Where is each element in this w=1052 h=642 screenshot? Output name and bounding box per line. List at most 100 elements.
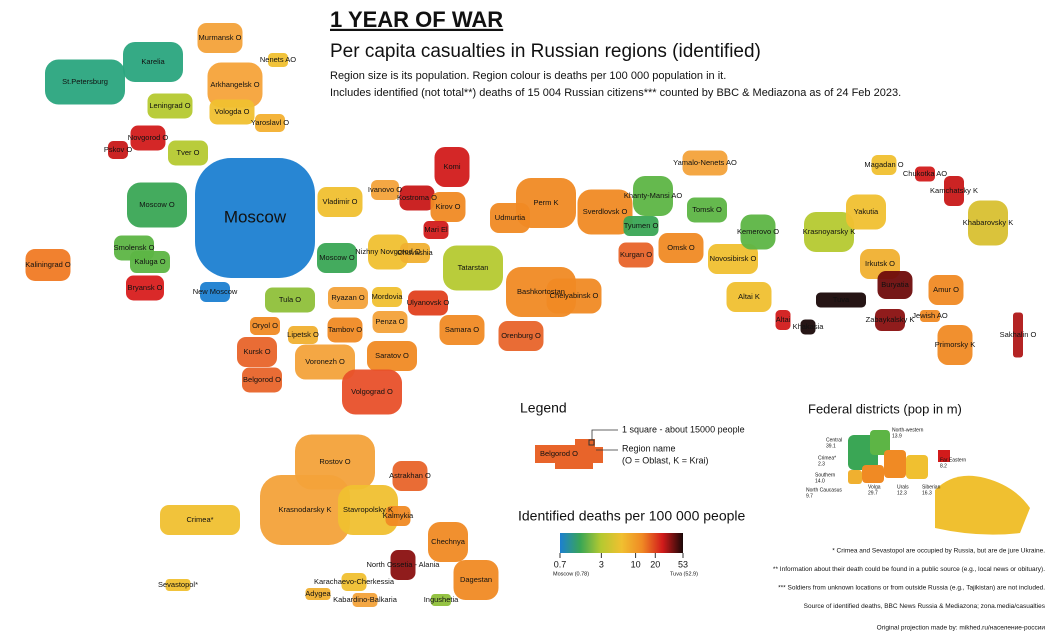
region-shape (658, 233, 704, 263)
region-label: Primorsky K (935, 340, 975, 349)
region-label: Perm K (533, 198, 558, 207)
region-labels: Murmansk O Karelia St.Petersburg Nenets AO A… (25, 33, 1036, 604)
region-label: Moscow O (139, 200, 175, 209)
region-shape (937, 325, 973, 365)
region-label: Samara O (445, 325, 479, 334)
region-shape (385, 506, 411, 526)
district-name: Siberian (922, 484, 941, 490)
region-shape (618, 242, 654, 268)
region-label: North Ossetia - Alania (367, 560, 441, 569)
region-shape (341, 573, 367, 591)
region-label: Saratov O (375, 351, 409, 360)
region-label: Stavropolsky K (343, 505, 393, 514)
region-shape (577, 189, 633, 235)
region-label: Novosibirsk O (710, 254, 757, 263)
region-label: Nizhny Novgorod O (355, 247, 421, 256)
region-label: Chuvashia (397, 248, 433, 257)
district-pop: 16.3 (922, 490, 932, 496)
region-label: Sakhalin O (1000, 330, 1037, 339)
region-shape (877, 271, 913, 299)
region-label: Adygea (305, 589, 331, 598)
region-label: Yakutia (854, 207, 879, 216)
region-label: Chechnya (431, 537, 466, 546)
region-label: Kaliningrad O (25, 260, 71, 269)
region-shape (352, 593, 378, 607)
region-label: Oryol O (252, 321, 278, 330)
district-pop: 29.7 (868, 490, 878, 496)
region-shape (871, 155, 897, 175)
region-label: Kalmykia (383, 511, 414, 520)
region-shape (1013, 312, 1023, 358)
legend-example: Belgorod O (540, 449, 578, 458)
legend-region-note: (O = Oblast, K = Krai) (622, 455, 709, 465)
district-name: Far Eastern (940, 457, 966, 463)
region-shape (439, 315, 485, 345)
footnote: *** Soldiers from unknown locations or f… (778, 585, 1045, 592)
district-pop: 9.7 (806, 493, 813, 499)
region-label: Belgorod O (243, 375, 281, 384)
region-shape (968, 200, 1008, 246)
footnote: Source of identified deaths, BBC News Ru… (804, 603, 1046, 610)
region-shape (431, 594, 451, 606)
region-shape (920, 310, 940, 322)
region-label: Zabaykalsky K (866, 315, 915, 324)
federal-mini-map (848, 430, 1030, 535)
region-shape (633, 176, 673, 216)
region-label: Chelyabinsk O (550, 291, 599, 300)
region-label: Arkhangelsk O (210, 80, 259, 89)
region-label: Voronezh O (305, 357, 345, 366)
region-label: Udmurtia (495, 213, 526, 222)
region-shape (338, 485, 398, 535)
region-label: Altai (776, 315, 791, 324)
region-shape (288, 326, 318, 344)
region-shape (207, 62, 263, 108)
region-shape (371, 180, 399, 200)
region-label: Vladimir O (322, 197, 357, 206)
region-shape (516, 178, 576, 228)
legend-leader (591, 429, 618, 451)
region-shape (130, 125, 166, 151)
region-shape (408, 290, 448, 316)
region-label: Pskov O (104, 145, 133, 154)
scale-max-label: Tuva (52.9) (670, 571, 698, 577)
region-shape (726, 282, 772, 312)
region-label: Smolensk O (114, 243, 155, 252)
region-label: Vologda O (214, 107, 249, 116)
region-label: Moscow O (319, 253, 355, 262)
legend-square-text: 1 square - about 15000 people (622, 424, 745, 434)
region-label: Sevastopol* (158, 580, 198, 589)
region-shape (242, 367, 282, 393)
description: Region size is its population. Region co… (330, 70, 726, 82)
region-label: Krasnodarsky K (279, 505, 332, 514)
region-shape (123, 42, 183, 82)
scale-tick-label: 10 (631, 559, 641, 569)
region-shapes (25, 23, 1023, 607)
region-shape (390, 550, 416, 580)
region-shape (195, 158, 315, 278)
region-label: Dagestan (460, 575, 492, 584)
region-shape (944, 176, 964, 206)
region-shape (428, 522, 468, 562)
region-shape (327, 317, 363, 343)
region-label: Kursk O (243, 347, 270, 356)
region-label: Tver O (177, 148, 200, 157)
footnote: Original projection made by: mikhed.ru/н… (877, 625, 1046, 632)
region-shape (317, 243, 357, 273)
region-shape (623, 216, 659, 236)
region-label: Magadan O (864, 160, 903, 169)
district-name: Central (826, 437, 842, 443)
region-label: St.Petersburg (62, 77, 108, 86)
region-shape (255, 114, 285, 132)
region-shape (250, 317, 280, 335)
region-shape (317, 187, 363, 217)
scale-tick-label: 0.7 (554, 559, 567, 569)
region-shape (453, 560, 499, 600)
region-shape (372, 311, 408, 333)
district-pop: 2.3 (818, 461, 825, 467)
legend-square (588, 439, 595, 446)
region-shape (342, 369, 402, 415)
region-label: Bashkortostan (517, 287, 565, 296)
region-label: Tambov O (328, 325, 362, 334)
region-label: New Moscow (193, 287, 238, 296)
region-shape (800, 319, 816, 335)
